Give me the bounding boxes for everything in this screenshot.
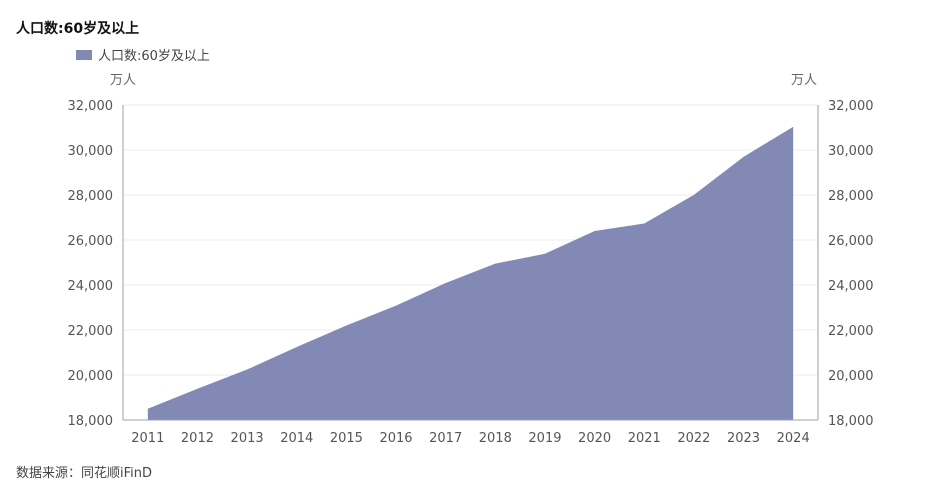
y-tick-label-left: 22,000 — [68, 324, 114, 339]
area-series — [147, 126, 794, 421]
y-tick-label-left: 20,000 — [68, 369, 114, 384]
y-tick-label-right: 18,000 — [828, 414, 874, 429]
x-tick-label: 2014 — [280, 431, 313, 446]
y-unit-left: 万人 — [110, 73, 136, 88]
x-tick-label: 2022 — [677, 431, 710, 446]
y-unit-right: 万人 — [791, 73, 817, 88]
legend[interactable]: 人口数:60岁及以上 — [76, 45, 210, 64]
chart-title: 人口数:60岁及以上 — [16, 21, 140, 37]
data-source: 数据来源：同花顺iFinD — [16, 466, 153, 481]
x-tick-label: 2013 — [231, 431, 264, 446]
x-tick-label: 2019 — [528, 431, 561, 446]
x-tick-label: 2018 — [479, 431, 512, 446]
x-tick-label: 2016 — [379, 431, 412, 446]
legend-label: 人口数:60岁及以上 — [98, 49, 210, 64]
legend-swatch — [76, 49, 92, 60]
y-tick-label-right: 28,000 — [828, 189, 874, 204]
y-tick-label-right: 20,000 — [828, 369, 874, 384]
y-tick-label-right: 24,000 — [828, 279, 874, 294]
y-tick-label-right: 32,000 — [828, 99, 874, 114]
x-tick-label: 2021 — [628, 431, 661, 446]
y-tick-label-right: 30,000 — [828, 144, 874, 159]
y-tick-label-left: 32,000 — [68, 99, 114, 114]
y-tick-label-left: 26,000 — [68, 234, 114, 249]
x-tick-label: 2023 — [727, 431, 760, 446]
x-tick-label: 2012 — [181, 431, 214, 446]
y-tick-label-left: 18,000 — [68, 414, 114, 429]
x-tick-label: 2011 — [131, 431, 164, 446]
y-tick-label-right: 22,000 — [828, 324, 874, 339]
y-tick-label-left: 28,000 — [68, 189, 114, 204]
x-tick-label: 2024 — [777, 431, 810, 446]
y-tick-label-right: 26,000 — [828, 234, 874, 249]
y-tick-label-left: 30,000 — [68, 144, 114, 159]
y-tick-label-left: 24,000 — [68, 279, 114, 294]
x-tick-label: 2020 — [578, 431, 611, 446]
x-tick-label: 2017 — [429, 431, 462, 446]
x-tick-label: 2015 — [330, 431, 363, 446]
